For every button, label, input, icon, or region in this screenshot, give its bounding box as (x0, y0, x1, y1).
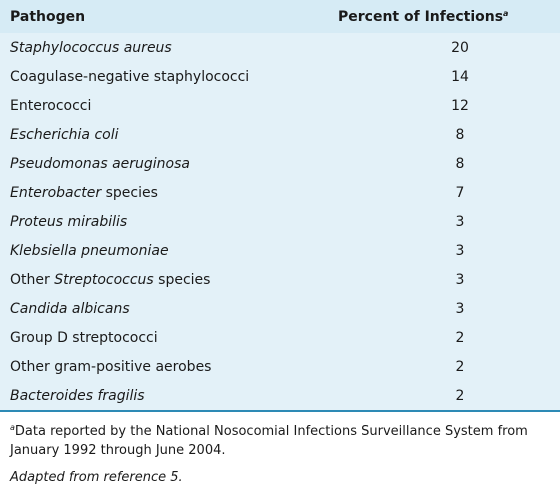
table-body: Staphylococcus aureus 20 Coagulase-negativ… (0, 33, 560, 412)
table-row: Bacteroides fragilis 2 (0, 381, 560, 410)
header-percent-label: Percent of Infections (338, 8, 504, 25)
table-row: Enterobacter species 7 (0, 178, 560, 207)
percent-cell: 2 (455, 329, 465, 346)
pathogen-name-part: species (101, 184, 158, 201)
percent-cell: 3 (455, 213, 465, 230)
table-row: Proteus mirabilis 3 (0, 207, 560, 236)
percent-cell: 14 (451, 68, 469, 85)
pathogen-cell: Other gram-positive aerobes (0, 359, 330, 375)
percent-cell: 2 (455, 358, 465, 375)
percent-cell: 12 (451, 97, 469, 114)
percent-cell: 3 (455, 271, 465, 288)
table-row: Escherichia coli 8 (0, 120, 560, 149)
footnote-text: Data reported by the National Nosocomial… (10, 424, 528, 458)
table-row: Enterococci 12 (0, 91, 560, 120)
pathogen-name-part: Group D streptococci (10, 329, 158, 346)
pathogen-name-part: Escherichia coli (10, 126, 119, 143)
header-footnote-marker: a (503, 8, 509, 18)
pathogen-cell: Klebsiella pneumoniae (0, 243, 330, 259)
pathogen-cell: Coagulase-negative staphylococci (0, 69, 330, 85)
footnote-a: aData reported by the National Nosocomia… (10, 422, 550, 460)
percent-cell: 20 (451, 39, 469, 56)
table-row: Staphylococcus aureus 20 (0, 33, 560, 62)
table-row: Coagulase-negative staphylococci 14 (0, 62, 560, 91)
pathogen-cell: Enterobacter species (0, 185, 330, 201)
percent-cell: 2 (455, 387, 465, 404)
percent-cell: 3 (455, 242, 465, 259)
table-row: Klebsiella pneumoniae 3 (0, 236, 560, 265)
pathogen-name-part: Staphylococcus aureus (10, 39, 172, 56)
pathogen-cell: Candida albicans (0, 301, 330, 317)
pathogen-name-part: Enterobacter (10, 184, 102, 201)
pathogen-name-part: Candida albicans (10, 300, 130, 317)
header-percent: Percent of Infectionsa (330, 9, 560, 25)
table-row: Other gram-positive aerobes 2 (0, 352, 560, 381)
pathogen-cell: Group D streptococci (0, 330, 330, 346)
pathogen-name-part: Bacteroides fragilis (10, 387, 145, 404)
pathogen-name-part: Pseudomonas aeruginosa (10, 155, 190, 172)
pathogen-cell: Staphylococcus aureus (0, 40, 330, 56)
percent-cell: 8 (455, 126, 465, 143)
pathogen-name-part: Enterococci (10, 97, 92, 114)
pathogen-name-part: Other gram-positive aerobes (10, 358, 212, 375)
percent-cell: 7 (455, 184, 465, 201)
pathogen-name-part: Proteus mirabilis (10, 213, 128, 230)
pathogen-cell: Proteus mirabilis (0, 214, 330, 230)
pathogen-name-part: Streptococcus (54, 271, 154, 288)
pathogen-name-part: species (153, 271, 211, 288)
pathogen-cell: Bacteroides fragilis (0, 388, 330, 404)
table-row: Other Streptococcus species 3 (0, 265, 560, 294)
pathogen-name-part: Klebsiella pneumoniae (10, 242, 169, 259)
pathogen-name-part: Coagulase-negative staphylococci (10, 68, 250, 85)
table-row: Candida albicans 3 (0, 294, 560, 323)
pathogen-name-part: Other (10, 271, 55, 288)
pathogen-table: Pathogen Percent of Infectionsa Staphylo… (0, 0, 560, 412)
source-note: Adapted from reference 5. (10, 470, 183, 485)
table-header-row: Pathogen Percent of Infectionsa (0, 0, 560, 33)
percent-cell: 3 (455, 300, 465, 317)
pathogen-cell: Pseudomonas aeruginosa (0, 156, 330, 172)
footnotes: aData reported by the National Nosocomia… (0, 412, 560, 487)
footnote-marker: a (10, 423, 15, 432)
pathogen-cell: Escherichia coli (0, 127, 330, 143)
percent-cell: 8 (455, 155, 465, 172)
table-row: Pseudomonas aeruginosa 8 (0, 149, 560, 178)
header-pathogen: Pathogen (10, 8, 86, 25)
pathogen-cell: Other Streptococcus species (0, 272, 330, 288)
pathogen-cell: Enterococci (0, 98, 330, 114)
table-row: Group D streptococci 2 (0, 323, 560, 352)
